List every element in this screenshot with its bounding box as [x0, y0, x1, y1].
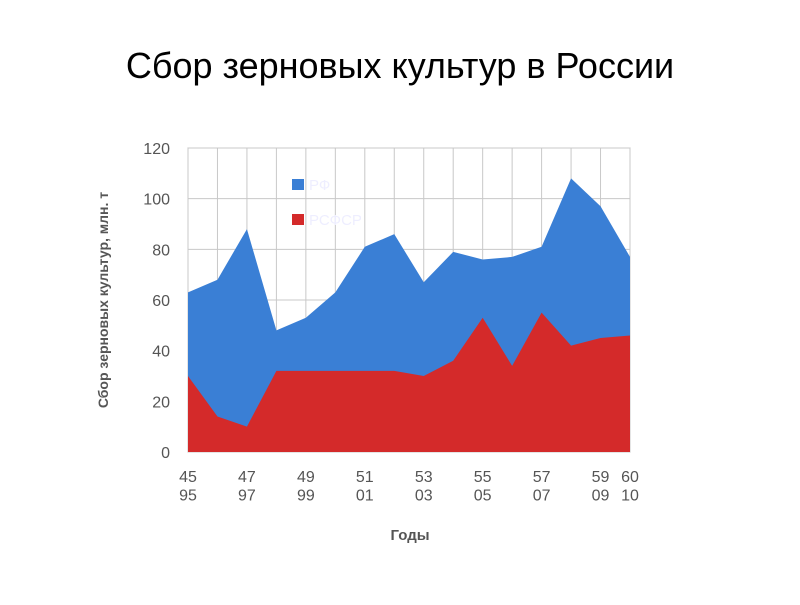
y-tick-label: 0: [161, 445, 170, 462]
x-tick-label: 59 09: [592, 469, 610, 504]
x-tick-label: 57 07: [533, 469, 551, 504]
y-tick-label: 60: [152, 293, 170, 310]
x-tick-label: 60 10: [621, 469, 639, 504]
x-tick-label: 55 05: [474, 469, 492, 504]
x-tick-label: 45 95: [179, 469, 197, 504]
y-tick-label: 80: [152, 242, 170, 259]
legend-label: РФ: [309, 177, 330, 194]
area: [188, 312, 630, 452]
x-tick-label: 49 99: [297, 469, 315, 504]
y-tick-label: 120: [143, 141, 170, 158]
x-tick-label: 51 01: [356, 469, 374, 504]
legend-label: РСФСР: [309, 212, 362, 229]
x-tick-label: 47 97: [238, 469, 256, 504]
x-tick-label: 53 03: [415, 469, 433, 504]
y-tick-label: 40: [152, 344, 170, 361]
legend-swatch: [292, 179, 304, 190]
y-axis-title: Сбор зерновых культур, млн. т: [95, 192, 111, 408]
x-axis-title: Годы: [390, 527, 429, 544]
chart-title: Сбор зерновых культур в России: [126, 45, 674, 86]
legend-swatch: [292, 214, 304, 225]
y-tick-label: 100: [143, 192, 170, 209]
y-tick-label: 20: [152, 394, 170, 411]
